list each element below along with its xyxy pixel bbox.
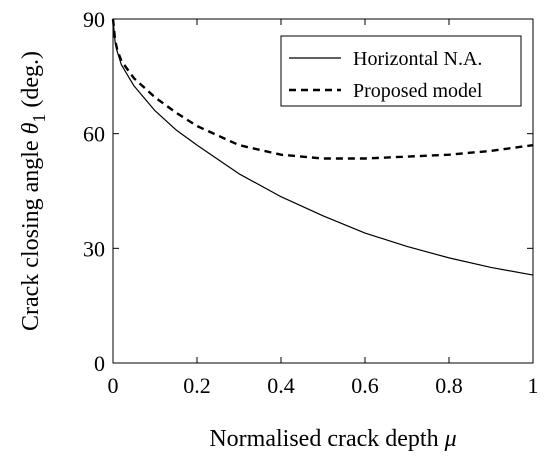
x-tick-label: 0.8 <box>435 373 463 398</box>
y-axis-label: Crack closing angle θ1 (deg.) <box>18 51 49 331</box>
axis-ticks: 0 0.2 0.4 0.6 0.8 1 0 30 60 90 <box>83 7 539 398</box>
y-tick-label: 90 <box>83 7 105 32</box>
y-axis-symbol: θ <box>18 122 44 134</box>
series-line-proposed-model <box>111 18 534 160</box>
x-tick-label: 0.6 <box>351 373 379 398</box>
x-tick-label: 0.4 <box>267 373 295 398</box>
legend-label-proposed-model: Proposed model <box>353 80 483 102</box>
x-tick-label: 0.2 <box>183 373 211 398</box>
legend-label-horizontal-na: Horizontal N.A. <box>353 48 482 70</box>
y-tick-label: 30 <box>83 236 105 261</box>
legend-box <box>280 35 522 107</box>
y-tick-label: 0 <box>94 351 105 376</box>
x-tick-label: 1 <box>528 373 539 398</box>
legend: Horizontal N.A. Proposed model <box>280 35 522 107</box>
series-layer <box>111 18 534 276</box>
y-axis-subscript: 1 <box>29 114 49 123</box>
x-tick-label: 0 <box>108 373 119 398</box>
y-axis-unit: (deg.) <box>18 51 44 108</box>
y-tick-label: 60 <box>83 122 105 147</box>
x-axis-label: Normalised crack depth μ <box>209 426 456 452</box>
x-axis-symbol: μ <box>444 426 457 452</box>
